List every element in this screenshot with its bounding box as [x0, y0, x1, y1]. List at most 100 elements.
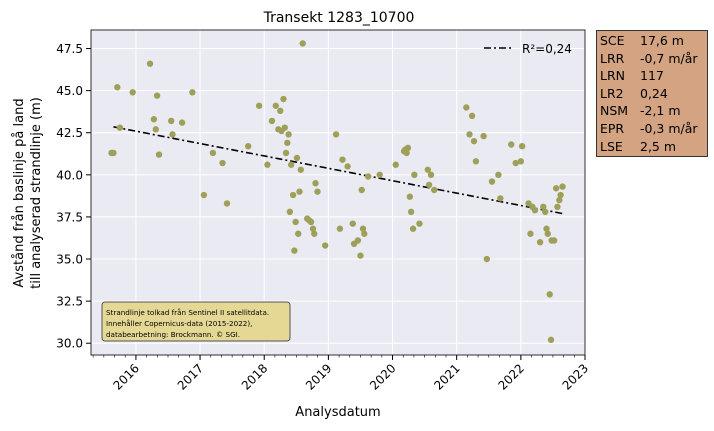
x-tick-label: 2018	[239, 361, 270, 392]
data-point	[286, 208, 294, 216]
stats-value: 2,5 m	[640, 138, 677, 154]
data-point	[531, 206, 539, 214]
data-point	[314, 188, 321, 195]
data-point	[150, 116, 158, 123]
annotation-box: Strandlinje tolkad från Sentinel II sate…	[101, 301, 291, 342]
annotation-line-1: Strandlinje tolkad från Sentinel II sate…	[106, 308, 269, 317]
data-point	[361, 230, 368, 237]
data-point	[178, 119, 186, 126]
data-point	[480, 132, 487, 140]
x-tick-label: 2023	[560, 361, 591, 392]
plot-frame	[90, 29, 586, 356]
data-point	[547, 336, 555, 344]
stats-value: -2,1 m	[640, 103, 681, 119]
stats-key: LRR	[600, 50, 625, 66]
data-point	[169, 131, 176, 138]
stats-value: 17,6 m	[640, 33, 684, 48]
data-point	[497, 195, 504, 202]
data-points	[108, 40, 566, 344]
data-point	[364, 173, 372, 180]
data-point	[424, 166, 432, 173]
data-point	[189, 89, 196, 96]
x-ticks: 2016 2017 2018 2019 2020 2021 2022 2023	[111, 355, 591, 393]
data-point	[311, 230, 318, 237]
legend-trend-label: R²=0,24	[522, 42, 572, 56]
y-tick-label: 47.5	[56, 42, 83, 56]
data-point	[152, 126, 159, 133]
data-point	[264, 161, 271, 168]
data-point	[542, 208, 549, 216]
data-point	[339, 156, 346, 163]
y-axis-label-line-2: till analyserad strandlinje (m)	[29, 97, 44, 289]
data-point	[472, 158, 480, 165]
data-point	[291, 247, 298, 254]
y-tick-label: 30.0	[56, 337, 83, 351]
data-point	[404, 144, 412, 152]
stats-value: 0,24	[640, 85, 668, 101]
stats-value: -0,7 m/år	[640, 50, 698, 66]
data-point	[114, 84, 121, 91]
data-point	[406, 193, 414, 200]
data-point	[554, 203, 561, 211]
data-point	[285, 131, 292, 138]
data-point	[277, 107, 284, 115]
data-point	[281, 124, 288, 131]
stats-row-lse: LSE 2,5 m	[600, 138, 707, 156]
stats-key: LR2	[600, 85, 624, 101]
data-point	[416, 220, 423, 227]
data-point	[296, 188, 303, 195]
data-point	[470, 137, 478, 145]
stats-row-nsm: NSM -2,1 m	[600, 102, 707, 120]
stats-row-lr2: LR2 0,24	[600, 85, 707, 103]
data-point	[407, 208, 415, 216]
data-point	[244, 142, 252, 150]
legend: R²=0,24	[484, 42, 572, 56]
data-point	[483, 255, 491, 263]
stats-key: LSE	[600, 138, 623, 154]
data-point	[293, 154, 301, 162]
data-point	[495, 171, 502, 179]
data-point	[357, 252, 364, 259]
data-point	[358, 186, 365, 194]
x-tick-label: 2021	[431, 361, 462, 392]
data-point	[129, 89, 136, 96]
x-tick-label: 2017	[175, 361, 206, 392]
data-point	[527, 230, 534, 237]
data-point	[518, 142, 526, 150]
data-point	[349, 220, 356, 227]
data-point	[223, 200, 231, 207]
data-point	[508, 141, 515, 148]
data-point	[110, 149, 117, 157]
data-point	[468, 112, 476, 120]
data-point	[153, 92, 161, 99]
data-point	[255, 102, 263, 109]
trend-line	[113, 126, 563, 215]
data-point	[540, 203, 547, 211]
data-point	[282, 149, 290, 157]
y-tick-label: 40.0	[56, 168, 83, 182]
data-point	[287, 161, 295, 168]
data-point	[359, 225, 367, 232]
data-point	[556, 196, 563, 204]
data-point	[200, 191, 208, 199]
data-point	[289, 191, 297, 199]
data-point	[543, 225, 550, 232]
y-tick-label: 42.5	[56, 126, 83, 140]
data-point	[463, 104, 470, 111]
y-tick-label: 37.5	[56, 210, 83, 224]
stats-key: SCE	[600, 33, 625, 48]
data-point	[551, 237, 558, 244]
x-tick-label: 2020	[367, 361, 398, 392]
data-point	[411, 171, 418, 179]
data-point	[167, 117, 175, 125]
data-point	[512, 159, 519, 167]
data-point	[544, 230, 551, 237]
data-point	[536, 238, 544, 246]
data-point	[268, 117, 276, 125]
data-point	[209, 149, 217, 157]
data-point	[146, 60, 154, 67]
data-point	[116, 124, 124, 131]
data-point	[272, 102, 279, 109]
data-point	[155, 151, 163, 158]
